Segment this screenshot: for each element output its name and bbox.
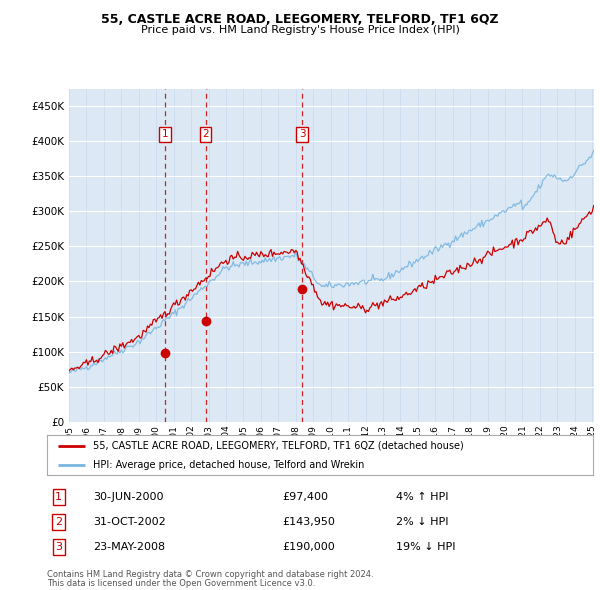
Bar: [165, 88, 206, 422]
Text: 2: 2: [202, 129, 209, 139]
Text: 4% ↑ HPI: 4% ↑ HPI: [396, 492, 449, 502]
Text: 30-JUN-2000: 30-JUN-2000: [93, 492, 163, 502]
Text: Price paid vs. HM Land Registry's House Price Index (HPI): Price paid vs. HM Land Registry's House …: [140, 25, 460, 35]
Text: Contains HM Land Registry data © Crown copyright and database right 2024.: Contains HM Land Registry data © Crown c…: [47, 570, 373, 579]
Text: 2% ↓ HPI: 2% ↓ HPI: [396, 517, 449, 527]
Text: 23-MAY-2008: 23-MAY-2008: [93, 542, 165, 552]
Text: £97,400: £97,400: [282, 492, 328, 502]
Text: 19% ↓ HPI: 19% ↓ HPI: [396, 542, 455, 552]
Text: HPI: Average price, detached house, Telford and Wrekin: HPI: Average price, detached house, Telf…: [93, 460, 365, 470]
Text: 3: 3: [299, 129, 305, 139]
Text: 3: 3: [55, 542, 62, 552]
Text: £143,950: £143,950: [282, 517, 335, 527]
Text: 1: 1: [55, 492, 62, 502]
Text: £190,000: £190,000: [282, 542, 335, 552]
Text: 2: 2: [55, 517, 62, 527]
Text: 55, CASTLE ACRE ROAD, LEEGOMERY, TELFORD, TF1 6QZ (detached house): 55, CASTLE ACRE ROAD, LEEGOMERY, TELFORD…: [93, 441, 464, 451]
Text: This data is licensed under the Open Government Licence v3.0.: This data is licensed under the Open Gov…: [47, 579, 315, 588]
Text: 55, CASTLE ACRE ROAD, LEEGOMERY, TELFORD, TF1 6QZ: 55, CASTLE ACRE ROAD, LEEGOMERY, TELFORD…: [101, 13, 499, 26]
Text: 31-OCT-2002: 31-OCT-2002: [93, 517, 166, 527]
Text: 1: 1: [161, 129, 168, 139]
